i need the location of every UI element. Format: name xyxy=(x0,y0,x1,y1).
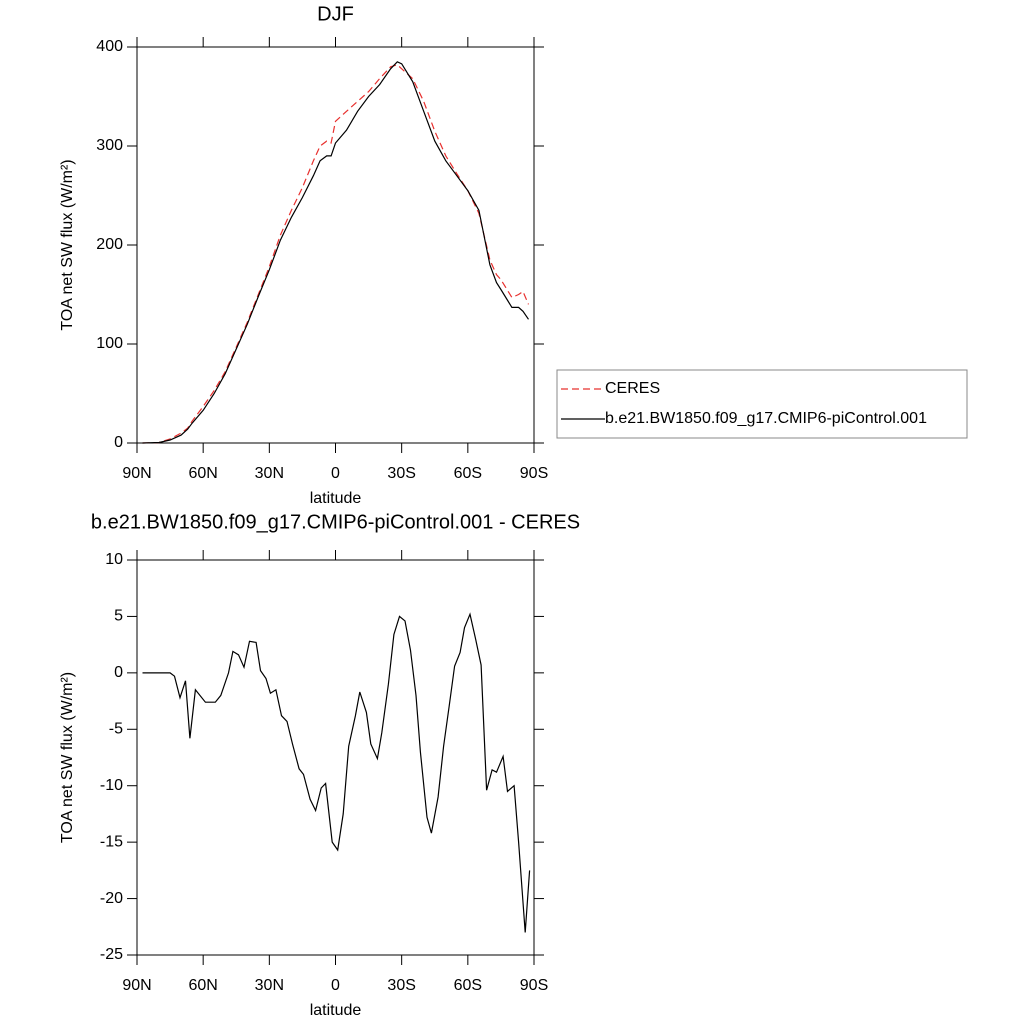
legend-label: b.e21.BW1850.f09_g17.CMIP6-piControl.001 xyxy=(605,410,927,427)
y-tick-label: 10 xyxy=(105,551,123,568)
x-tick-label: 60N xyxy=(188,977,217,994)
y-tick-label: -20 xyxy=(100,890,123,907)
y-tick-label: 300 xyxy=(96,137,123,154)
y-tick-label: 5 xyxy=(114,608,123,625)
x-tick-label: 60N xyxy=(188,465,217,482)
legend-box xyxy=(556,369,968,439)
legend-label: CERES xyxy=(605,380,660,397)
x-tick-label: 0 xyxy=(331,977,340,994)
x-tick-label: 90S xyxy=(520,977,548,994)
data-line xyxy=(142,612,531,933)
x-tick-label: 0 xyxy=(331,465,340,482)
y-tick-label: 200 xyxy=(96,236,123,253)
y-tick-label: -5 xyxy=(109,721,123,738)
plot-frame xyxy=(136,46,535,444)
y-tick-label: -25 xyxy=(100,946,123,963)
y-axis-label: TOA net SW flux (W/m²) xyxy=(59,159,76,330)
plot-frame xyxy=(136,559,535,956)
x-tick-label: 90S xyxy=(520,465,548,482)
chart-title: b.e21.BW1850.f09_g17.CMIP6-piControl.001… xyxy=(91,511,580,533)
data-line xyxy=(142,64,530,444)
y-tick-label: 0 xyxy=(114,664,123,681)
x-tick-label: 30N xyxy=(255,465,284,482)
x-tick-label: 30S xyxy=(387,977,415,994)
y-tick-label: 400 xyxy=(96,38,123,55)
x-tick-label: 60S xyxy=(454,977,482,994)
x-tick-label: 30S xyxy=(387,465,415,482)
x-axis-label: latitude xyxy=(310,1002,362,1019)
y-tick-label: 0 xyxy=(114,434,123,451)
x-axis-label: latitude xyxy=(310,490,362,507)
x-tick-label: 30N xyxy=(255,977,284,994)
x-tick-label: 60S xyxy=(454,465,482,482)
chart-title: DJF xyxy=(317,3,354,25)
x-tick-label: 90N xyxy=(122,977,151,994)
y-axis-label: TOA net SW flux (W/m²) xyxy=(59,672,76,843)
y-tick-label: -10 xyxy=(100,777,123,794)
y-tick-label: 100 xyxy=(96,335,123,352)
data-line xyxy=(142,61,529,444)
x-tick-label: 90N xyxy=(122,465,151,482)
y-tick-label: -15 xyxy=(100,833,123,850)
